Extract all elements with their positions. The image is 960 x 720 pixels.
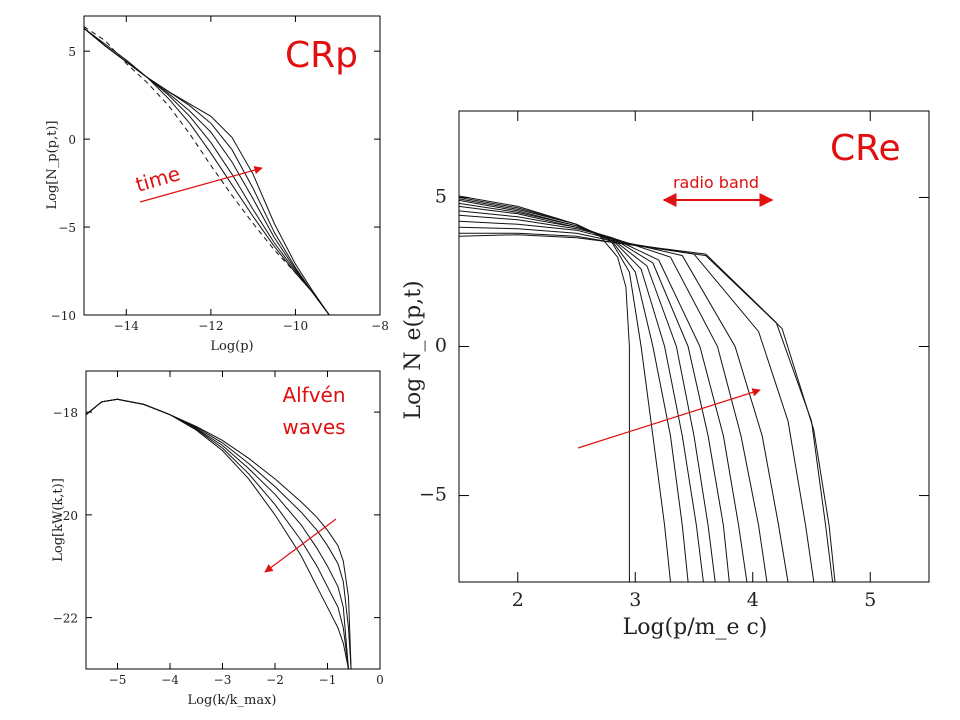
crp-x-tick-label-3: −8 (371, 319, 389, 333)
cre-x-tick-label-1: 3 (629, 589, 641, 611)
crp-panel: −14 −12 −10 −8−10−505 Log(p) Log[N_p(p,t)] … (45, 15, 389, 354)
cre-series-line-1 (459, 196, 671, 582)
alfven-label-line1: Alfvén (282, 383, 345, 407)
cre-series-line-6 (459, 210, 748, 582)
crp-y-tick-label-2: 0 (68, 133, 76, 147)
crp-time-arrow (139, 165, 263, 203)
crp-y-tick-label-0: −10 (51, 309, 76, 323)
cre-series-line-7 (459, 214, 768, 582)
alfven-y-tick-label-0: −22 (53, 612, 78, 626)
crp-title-label: CRp (285, 35, 358, 76)
alfven-curves (86, 398, 352, 669)
alfven-x-tick-label-1: −4 (161, 673, 179, 687)
cre-y-axis-label: Log N_e(p,t) (401, 280, 426, 419)
crp-ticks: −14 −12 −10 −8 −10 −5 0 5 (51, 16, 389, 333)
alfven-series-line-4 (86, 398, 352, 669)
cre-ticks: 2 3 4 5 −5 0 5 (419, 111, 929, 611)
crp-y-tick-label-1: −5 (58, 221, 76, 235)
crp-frame (83, 15, 381, 316)
alfven-time-arrow (264, 518, 337, 573)
cre-panel: 2 3 4 5 −5 0 5 Log(p/m_e c) Log N_e(p,t) CRe r… (401, 110, 930, 640)
cre-y-tick-label-0: −5 (419, 484, 447, 506)
alfven-y-tick-label-2: −18 (53, 406, 78, 420)
cre-x-axis-label: Log(p/m_e c) (623, 615, 768, 640)
crp-series-line-1 (84, 27, 330, 315)
crp-y-axis-label: Log[N_p(p,t)] (45, 121, 60, 210)
cre-x-tick-label-2: 4 (747, 589, 759, 611)
crp-y-tick-label-3: 5 (68, 45, 76, 59)
crp-series-line-5 (84, 27, 330, 315)
cre-series-line-8 (459, 220, 789, 582)
cre-series-line-3 (459, 199, 704, 582)
crp-time-label: time (133, 161, 183, 197)
alfven-x-tick-label-2: −3 (214, 673, 232, 687)
alfven-label-line2: waves (282, 415, 345, 439)
crp-curves (84, 26, 330, 315)
crp-x-tick-label-1: −12 (198, 319, 223, 333)
alfven-x-tick-label-0: −5 (109, 673, 127, 687)
alfven-x-tick-label-4: −1 (319, 673, 337, 687)
cre-title-label: CRe (830, 128, 901, 169)
cre-time-arrow (577, 388, 761, 449)
alfven-x-tick-label-3: −2 (266, 673, 284, 687)
cre-series-line-11 (459, 234, 836, 582)
cre-series-line-9 (459, 226, 815, 582)
cre-y-tick-label-2: 5 (435, 185, 447, 207)
cre-x-tick-label-3: 5 (864, 589, 876, 611)
alfven-x-axis-label: Log(k/k_max) (188, 693, 277, 708)
alfven-x-tick-label-5: 0 (376, 673, 384, 687)
alfven-y-tick-label-1: −20 (53, 509, 78, 523)
cre-series-line-5 (459, 205, 730, 582)
alfven-frame (85, 370, 381, 670)
cre-y-tick-label-1: 0 (435, 335, 447, 357)
cre-series-line-0 (459, 195, 630, 582)
crp-x-tick-label-2: −10 (283, 319, 308, 333)
cre-series-line-4 (459, 202, 716, 582)
alfven-y-axis-label: Log[kW(k,t)] (51, 478, 66, 562)
cre-curves (459, 195, 836, 582)
crp-x-tick-label-0: −14 (114, 319, 140, 333)
crp-x-axis-label: Log(p) (210, 339, 253, 354)
cre-x-tick-label-0: 2 (512, 589, 524, 611)
cre-series-line-10 (459, 232, 834, 582)
alfven-panel: −5 −4 −3 −2 −1 0 −22 −20 −18 Log(k/k_max) Log[kW… (51, 370, 384, 708)
alfven-series-line-3 (86, 398, 352, 669)
alfven-ticks: −5 −4 −3 −2 −1 0 −22 −20 −18 (53, 371, 384, 687)
cre-series-line-2 (459, 198, 689, 582)
radio-band-label: radio band (673, 173, 759, 192)
